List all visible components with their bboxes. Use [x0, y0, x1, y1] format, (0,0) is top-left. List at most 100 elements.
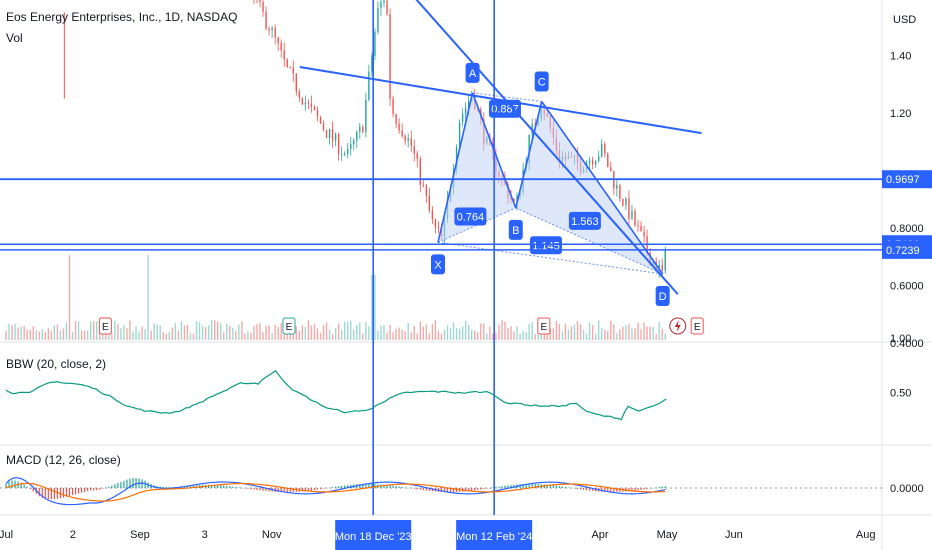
volume-bar: [135, 326, 137, 340]
candle-body: [661, 264, 663, 271]
macd-histogram-bar: [331, 487, 334, 488]
time-tick-label: Apr: [591, 529, 608, 541]
macd-histogram-bar: [71, 488, 74, 496]
macd-histogram-bar: [117, 483, 119, 488]
candle-body: [431, 210, 434, 220]
candle-body: [371, 55, 373, 72]
volume-bar: [301, 325, 304, 340]
macd-histogram-bar: [165, 487, 167, 488]
macd-histogram-bar: [26, 486, 28, 488]
macd-histogram-bar: [195, 485, 198, 488]
candle-body: [464, 107, 467, 114]
date-marker-tag: [456, 520, 533, 550]
volume-bar: [380, 326, 382, 340]
volume-bar: [168, 332, 170, 340]
macd-histogram-bar: [322, 488, 325, 489]
volume-bar: [350, 320, 352, 340]
macd-histogram-bar: [335, 486, 337, 488]
volume-bar: [304, 326, 307, 340]
volume-bar: [664, 333, 666, 340]
volume-bar: [328, 329, 331, 340]
volume-bar: [534, 333, 536, 340]
volume-bar: [35, 330, 37, 340]
volume-bar: [495, 332, 497, 340]
volume-bar: [283, 331, 285, 340]
candle-body: [277, 37, 279, 44]
candle-body: [407, 138, 409, 142]
candle-body: [528, 134, 530, 163]
candle-body: [292, 68, 294, 74]
volume-bar: [238, 324, 240, 340]
candle-body: [461, 113, 464, 122]
volume-bar: [383, 325, 385, 340]
earnings-marker[interactable]: [282, 317, 296, 335]
pattern-point-label: A: [469, 68, 477, 80]
volume-bar: [71, 331, 74, 340]
volume-bar: [428, 333, 431, 340]
volume-bar: [452, 322, 455, 340]
volume-bar: [440, 333, 443, 340]
macd-histogram-bar: [90, 488, 92, 491]
candle-body: [610, 167, 612, 172]
macd-histogram-bar: [247, 488, 249, 489]
macd-histogram-bar: [32, 488, 34, 492]
volume-bar: [47, 328, 50, 340]
volume-bar: [129, 320, 131, 340]
candle-body: [419, 158, 421, 185]
macd-histogram-bar: [410, 488, 412, 489]
macd-histogram-bar: [14, 480, 16, 488]
volume-bar: [576, 321, 579, 340]
volume-bar: [123, 325, 125, 340]
candle-body: [622, 198, 624, 206]
volume-bar: [392, 332, 394, 340]
volume-bar: [250, 332, 252, 340]
volume-bar: [510, 326, 512, 340]
candle-body: [350, 144, 352, 149]
candle-body: [389, 14, 391, 99]
macd-histogram-bar: [531, 483, 533, 488]
macd-histogram-bar: [649, 488, 651, 489]
volume-bar: [483, 323, 485, 340]
volume-bar: [470, 329, 473, 340]
macd-histogram-bar: [77, 488, 80, 494]
macd-histogram-bar: [232, 486, 234, 488]
volume-bar: [141, 326, 143, 340]
signal-line: [5, 482, 666, 502]
volume-bar: [59, 330, 62, 340]
volume-bar: [232, 327, 234, 340]
volume-bar: [153, 323, 155, 340]
date-marker-label: Mon 18 Dec '23: [335, 531, 412, 543]
price-tick-label: 0.8000: [890, 223, 924, 235]
volume-bar: [449, 327, 452, 340]
earnings-marker[interactable]: [690, 317, 704, 335]
volume-bar: [655, 333, 657, 340]
volume-bar: [262, 332, 264, 340]
pattern-point-label: X: [434, 259, 442, 271]
volume-bar: [216, 321, 219, 340]
earnings-marker[interactable]: [98, 317, 112, 335]
macd-histogram-bar: [537, 484, 539, 488]
macd-histogram-bar: [256, 488, 258, 490]
candle-body: [380, 2, 382, 8]
candle-body: [356, 131, 358, 141]
volume-bar: [395, 328, 397, 340]
volume-bar: [223, 332, 225, 340]
earnings-marker[interactable]: [537, 317, 551, 335]
price-level-tag: [882, 170, 932, 189]
volume-bar: [256, 323, 258, 340]
candle-body: [304, 102, 307, 105]
macd-histogram-bar: [310, 488, 313, 491]
volume-bar: [114, 320, 116, 340]
volume-bar: [241, 321, 243, 340]
trend-line[interactable]: [299, 66, 702, 135]
macd-histogram-bar: [244, 488, 246, 489]
macd-histogram-bar: [383, 484, 385, 488]
macd-histogram-bar: [422, 488, 424, 491]
macd-histogram-bar: [283, 488, 285, 493]
macd-histogram-bar: [549, 484, 551, 488]
macd-histogram-bar: [362, 483, 364, 488]
pattern-ratio-line: [437, 241, 663, 275]
